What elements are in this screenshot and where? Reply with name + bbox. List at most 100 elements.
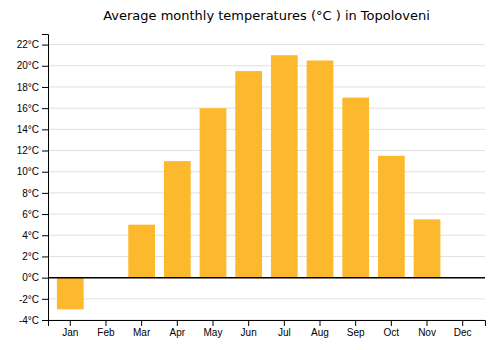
y-tick-mark (42, 129, 48, 130)
x-tick: Jul (278, 320, 291, 338)
grid-line (48, 44, 485, 45)
y-tick-label: 6°C (22, 209, 39, 220)
x-axis: Jan Feb Mar Apr May Jun Jul Aug Sep Oct Nov Dec (49, 320, 486, 338)
grid-line (48, 129, 485, 130)
y-tick-mark (42, 172, 48, 173)
y-tick: -4°C (19, 315, 48, 326)
chart: -4°C -2°C 0°C 2°C 4°C 6°C 8°C 10°C 12°C 14°C 16°C 1… (0, 0, 500, 350)
x-tick: Jun (241, 320, 257, 338)
grid (48, 45, 485, 320)
x-tick: Jan (62, 320, 78, 338)
y-tick-mark (42, 214, 48, 215)
x-tick-mark (320, 320, 321, 326)
y-axis: -4°C -2°C 0°C 2°C 4°C 6°C 8°C 10°C 12°C 14°C 16°C 1… (17, 35, 49, 326)
x-tick: Dec (454, 320, 472, 338)
grid-line (48, 150, 485, 151)
x-tick-mark (105, 320, 106, 326)
x-tick-mark (141, 320, 142, 326)
title: Average monthly temperatures (°C ) in To… (103, 8, 430, 23)
x-tick: Oct (384, 320, 400, 338)
grid-line (48, 171, 485, 172)
bars (48, 55, 485, 309)
y-tick-mark (42, 278, 48, 279)
grid-line (48, 86, 485, 87)
bar (271, 55, 298, 277)
x-tick: Aug (311, 320, 329, 338)
x-tick-label: Dec (454, 327, 472, 338)
x-tick: Nov (418, 320, 436, 338)
x-tick-label: Apr (170, 327, 186, 338)
y-tick: 12°C (17, 145, 48, 156)
y-tick-label: -4°C (19, 315, 39, 326)
grid-line (48, 277, 485, 278)
bar (128, 225, 155, 278)
y-tick-label: 0°C (22, 272, 39, 283)
x-tick-label: Mar (133, 327, 151, 338)
y-tick-mark (42, 193, 48, 194)
y-tick: 4°C (22, 230, 48, 241)
bar (57, 278, 84, 310)
x-tick: Feb (97, 320, 115, 338)
y-tick-mark (42, 87, 48, 88)
x-tick-label: Sep (347, 327, 365, 338)
grid-line (48, 192, 485, 193)
x-tick-mark (462, 320, 463, 326)
y-tick-label: 16°C (17, 103, 39, 114)
x-tick-mark (284, 320, 285, 326)
x-tick: Apr (170, 320, 186, 338)
y-tick-mark (42, 151, 48, 152)
x-tick-mark (248, 320, 249, 326)
grid-line (48, 214, 485, 215)
bar (307, 60, 334, 277)
x-tick-label: Jun (241, 327, 257, 338)
y-tick-mark (42, 66, 48, 67)
x-tick-label: Feb (97, 327, 115, 338)
y-tick: 2°C (22, 251, 48, 262)
x-tick-label: Jan (62, 327, 78, 338)
x-tick-label: May (204, 327, 223, 338)
bar (378, 156, 405, 278)
y-tick-label: 2°C (22, 251, 39, 262)
y-tick-mark (42, 299, 48, 300)
y-tick: 10°C (17, 166, 48, 177)
y-tick-label: 14°C (17, 124, 39, 135)
grid-line (48, 298, 485, 299)
bar (164, 161, 191, 278)
bar (200, 108, 227, 277)
grid-line (48, 65, 485, 66)
x-tick-label: Oct (384, 327, 400, 338)
x-tick-mark (70, 320, 71, 326)
bar (235, 71, 262, 278)
y-tick-mark (42, 45, 48, 46)
y-tick-label: 10°C (17, 166, 39, 177)
x-tick-mark (427, 320, 428, 326)
x-tick-label: Aug (311, 327, 329, 338)
x-tick-mark (391, 320, 392, 326)
y-tick: 22°C (17, 39, 48, 50)
y-tick-label: 18°C (17, 82, 39, 93)
y-tick: 18°C (17, 82, 48, 93)
y-axis-line (42, 35, 49, 321)
x-tick: Sep (347, 320, 365, 338)
y-tick-label: -2°C (19, 294, 39, 305)
x-tick-label: Jul (278, 327, 291, 338)
x-tick-mark (355, 320, 356, 326)
x-tick-mark (177, 320, 178, 326)
y-tick: -2°C (19, 294, 48, 305)
y-tick-mark (42, 108, 48, 109)
y-tick: 14°C (17, 124, 48, 135)
x-axis-line (49, 321, 486, 327)
y-tick: 0°C (22, 272, 48, 283)
y-tick-label: 22°C (17, 39, 39, 50)
y-tick: 20°C (17, 60, 48, 71)
plot: -4°C -2°C 0°C 2°C 4°C 6°C 8°C 10°C 12°C 14°C 16°C 1… (17, 35, 486, 339)
y-tick: 6°C (22, 209, 48, 220)
y-tick-label: 4°C (22, 230, 39, 241)
y-tick-label: 20°C (17, 60, 39, 71)
x-tick-label: Nov (418, 327, 436, 338)
x-tick: Mar (133, 320, 151, 338)
y-tick: 16°C (17, 103, 48, 114)
y-tick-mark (42, 320, 48, 321)
y-tick-label: 8°C (22, 188, 39, 199)
zero-line (48, 277, 485, 279)
